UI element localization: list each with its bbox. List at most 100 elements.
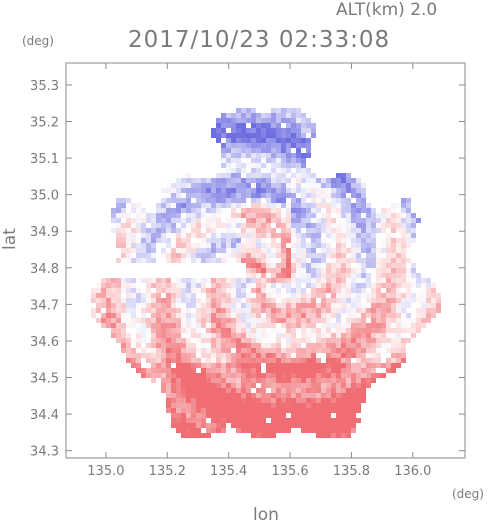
radar-cell xyxy=(306,118,311,123)
radar-cell xyxy=(346,283,351,288)
radar-cell xyxy=(291,228,296,233)
radar-cell xyxy=(221,293,226,298)
radar-cell xyxy=(271,123,276,128)
radar-cell xyxy=(361,208,366,213)
radar-cell xyxy=(271,203,276,208)
radar-cell xyxy=(206,233,211,238)
radar-cell xyxy=(276,283,281,288)
radar-cell xyxy=(211,368,216,373)
radar-cell xyxy=(286,238,291,243)
radar-cell xyxy=(306,268,311,273)
radar-cell xyxy=(111,283,116,288)
radar-cell xyxy=(336,223,341,228)
radar-cell xyxy=(106,283,111,288)
radar-cell xyxy=(201,378,206,383)
radar-cell xyxy=(286,273,291,278)
radar-cell xyxy=(276,328,281,333)
radar-cell xyxy=(116,243,121,248)
radar-cell xyxy=(316,348,321,353)
radar-cell xyxy=(341,348,346,353)
radar-cell xyxy=(411,273,416,278)
radar-cell xyxy=(166,223,171,228)
radar-cell xyxy=(211,203,216,208)
radar-cell xyxy=(226,378,231,383)
radar-cell xyxy=(176,298,181,303)
radar-cell xyxy=(366,293,371,298)
radar-cell xyxy=(341,353,346,358)
radar-cell xyxy=(236,303,241,308)
radar-cell xyxy=(151,338,156,343)
radar-cell xyxy=(121,333,126,338)
radar-cell xyxy=(356,363,361,368)
radar-cell xyxy=(241,353,246,358)
radar-cell xyxy=(116,208,121,213)
radar-cell xyxy=(386,368,391,373)
radar-cell xyxy=(241,133,246,138)
radar-cell xyxy=(301,218,306,223)
radar-cell xyxy=(281,268,286,273)
radar-cell xyxy=(256,308,261,313)
radar-cell xyxy=(276,308,281,313)
radar-cell xyxy=(261,348,266,353)
radar-cell xyxy=(191,288,196,293)
radar-cell xyxy=(366,253,371,258)
radar-cell xyxy=(216,233,221,238)
radar-cell xyxy=(261,173,266,178)
radar-cell xyxy=(296,408,301,413)
radar-cell xyxy=(311,368,316,373)
radar-cell xyxy=(261,133,266,138)
radar-cell xyxy=(151,293,156,298)
radar-cell xyxy=(321,373,326,378)
radar-cell xyxy=(261,158,266,163)
radar-cell xyxy=(351,428,356,433)
radar-cell xyxy=(381,213,386,218)
radar-cell xyxy=(226,253,231,258)
radar-cell xyxy=(431,303,436,308)
radar-cell xyxy=(266,253,271,258)
radar-cell xyxy=(281,228,286,233)
radar-cell xyxy=(101,278,106,283)
radar-cell xyxy=(341,248,346,253)
radar-cell xyxy=(206,358,211,363)
radar-cell xyxy=(321,378,326,383)
radar-cell xyxy=(316,213,321,218)
radar-cell xyxy=(361,368,366,373)
radar-cell xyxy=(116,288,121,293)
radar-cell xyxy=(316,333,321,338)
radar-cell xyxy=(246,258,251,263)
radar-cell xyxy=(276,213,281,218)
radar-cell xyxy=(236,383,241,388)
radar-cell xyxy=(221,243,226,248)
radar-cell xyxy=(331,358,336,363)
radar-cell xyxy=(241,108,246,113)
radar-cell xyxy=(146,323,151,328)
y-tick-label: 35.3 xyxy=(30,79,59,94)
radar-cell xyxy=(356,293,361,298)
radar-cell xyxy=(401,233,406,238)
radar-cell xyxy=(411,323,416,328)
radar-cell xyxy=(231,408,236,413)
radar-cell xyxy=(246,408,251,413)
radar-cell xyxy=(196,333,201,338)
radar-cell xyxy=(296,368,301,373)
radar-cell xyxy=(396,273,401,278)
radar-cell xyxy=(281,283,286,288)
radar-cell xyxy=(271,283,276,288)
radar-cell xyxy=(271,318,276,323)
radar-cell xyxy=(186,258,191,263)
radar-cell xyxy=(276,218,281,223)
radar-cell xyxy=(311,258,316,263)
radar-cell xyxy=(426,288,431,293)
radar-cell xyxy=(366,353,371,358)
radar-cell xyxy=(391,298,396,303)
radar-cell xyxy=(331,298,336,303)
radar-cell xyxy=(306,153,311,158)
radar-cell xyxy=(316,318,321,323)
radar-cell xyxy=(326,203,331,208)
radar-cell xyxy=(281,308,286,313)
radar-cell xyxy=(381,228,386,233)
radar-cell xyxy=(266,248,271,253)
radar-cell xyxy=(326,428,331,433)
radar-cell xyxy=(186,393,191,398)
radar-cell xyxy=(366,343,371,348)
